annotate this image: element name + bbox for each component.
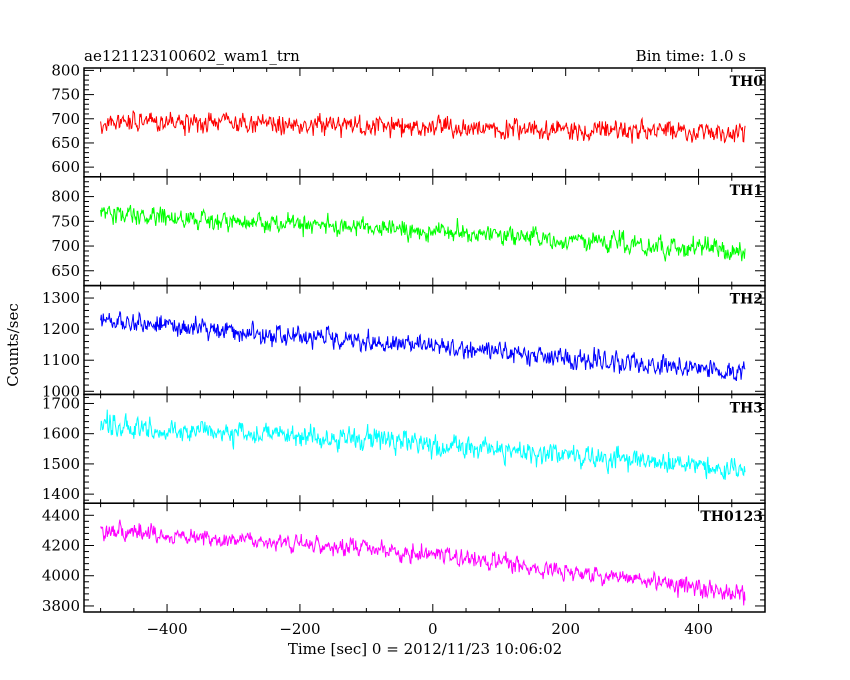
y-tick-label: 750 — [51, 212, 80, 230]
y-axis-title: Counts/sec — [4, 303, 22, 387]
y-tick-label: 4200 — [42, 537, 80, 555]
panel-frame — [83, 67, 766, 178]
panel-frame — [83, 393, 766, 504]
y-tick-label: 1100 — [42, 351, 80, 369]
series-line-th3 — [100, 409, 746, 480]
y-tick-label: 700 — [51, 237, 80, 255]
panel-label: TH2 — [730, 292, 763, 308]
y-tick-label: 4000 — [42, 567, 80, 585]
series-line-th1 — [100, 204, 746, 262]
y-tick-label: 800 — [51, 61, 80, 79]
series-line-th0123 — [100, 519, 746, 606]
y-tick-label: 1200 — [42, 320, 80, 338]
y-tick-label: 1700 — [42, 394, 80, 412]
y-tick-label: 700 — [51, 110, 80, 128]
panel-th1: 650 700 750 800 TH1 — [51, 176, 766, 287]
y-tick-label: 1500 — [42, 455, 80, 473]
panel-th3: 1400 1500 1600 1700 TH3 — [42, 393, 766, 504]
x-tick-label: 0 — [428, 620, 438, 638]
panel-th2: 1000 1100 1200 1300 TH2 — [42, 284, 766, 400]
panel-label: TH1 — [730, 183, 763, 199]
panel-label: TH0 — [730, 74, 764, 90]
y-tick-label: 1600 — [42, 425, 80, 443]
y-tick-label: 1400 — [42, 485, 80, 503]
series-line-th0 — [100, 110, 746, 144]
y-tick-label: 750 — [51, 86, 80, 104]
x-tick-label: 400 — [684, 620, 713, 638]
y-tick-label: 1300 — [42, 289, 80, 307]
panel-label: TH0123 — [700, 509, 763, 525]
panel-frame — [83, 284, 766, 396]
x-tick-label: −200 — [279, 620, 320, 638]
x-tick-label: 200 — [551, 620, 580, 638]
y-tick-label: 600 — [51, 158, 80, 176]
x-tick-label: −400 — [146, 620, 187, 638]
panel-th0123: 3800 4000 4200 4400 TH0123 — [42, 502, 766, 615]
y-tick-label: 650 — [51, 134, 80, 152]
panel-label: TH3 — [730, 400, 763, 416]
chart-title: ae121123100602_wam1_trn — [84, 47, 300, 65]
x-axis: −400 −200 0 200 400 — [146, 620, 712, 638]
y-tick-label: 4400 — [42, 506, 80, 524]
series-line-th2 — [100, 311, 746, 382]
y-tick-label: 650 — [51, 262, 80, 280]
x-axis-title: Time [sec] 0 = 2012/11/23 10:06:02 — [288, 640, 562, 658]
bin-time-label: Bin time: 1.0 s — [636, 47, 746, 65]
y-tick-label: 800 — [51, 188, 80, 206]
panels-group: 600 650 700 750 800 TH0 650 700 750 800 TH1 1000 110… — [42, 61, 766, 615]
panel-frame — [83, 176, 766, 287]
panel-th0: 600 650 700 750 800 TH0 — [51, 61, 766, 178]
y-tick-label: 1000 — [42, 382, 80, 400]
y-tick-label: 3800 — [42, 597, 80, 615]
